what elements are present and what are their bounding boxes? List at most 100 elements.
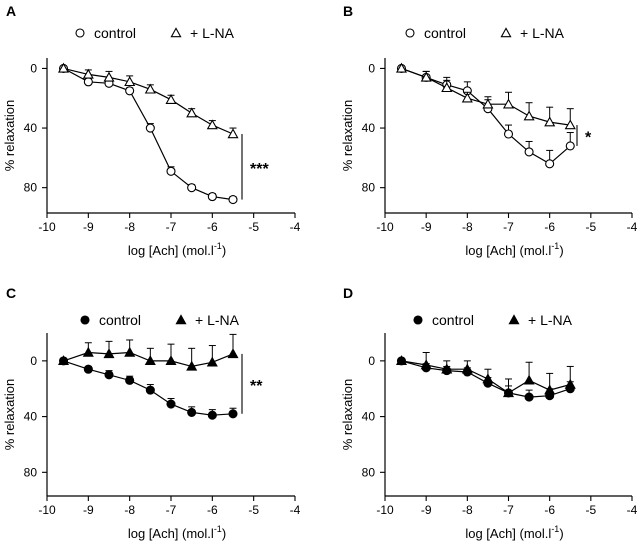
panel-c-data-point [187,407,197,417]
panel-d-data-point [461,363,473,374]
panel-c-data-point [125,375,135,385]
panel-b-data-point [524,147,534,157]
panel-c-legend-triangle-marker [175,314,187,325]
panel-a-x-tick-label: -5 [248,220,259,234]
panel-d-x-tick-label: -10 [376,503,394,517]
panel-a-data-point [206,119,218,130]
panel-c-x-axis-label: log [Ach] (mol.l-1) [128,524,226,541]
panel-a-significance-label: *** [250,161,269,178]
panel-c-data-point [57,355,70,366]
panel-a-x-axis-label-main: log [Ach] (mol.l [128,243,214,258]
panel-b-data-point [482,98,494,109]
panel-a-y-tick-label: 80 [24,181,38,195]
panel-d-legend-label-lna: + L-NA [528,312,573,328]
panel-c-y-tick-label: 0 [30,354,37,368]
panel-b-x-tick-label: -6 [544,220,555,234]
panel-c-x-tick-label: -9 [83,503,94,517]
panel-d-x-axis-label-close: ) [559,526,563,541]
panel-b-legend: control + L-NA [405,25,565,41]
panel-c-data-point [145,385,155,395]
panel-a-data-point [103,71,115,82]
panel-b-y-tick-label: 80 [362,181,376,195]
panel-c-x-axis-label-close: ) [222,526,226,541]
panel-c-data-point [166,399,176,409]
panel-d-y-tick-label: 40 [362,410,376,424]
panel-a-x-tick-label: -10 [38,220,56,234]
panel-b-legend-circle-marker [405,28,415,38]
panel-d-x-axis-label: log [Ach] (mol.l-1) [465,524,563,541]
panel-a-data-point [82,68,94,79]
panel-a-data-point [124,76,136,87]
panel-a-data-point [228,195,238,205]
panel-c-legend-circle-marker [80,315,90,325]
panel-c-series-control [58,356,238,420]
panel-b-data-point [461,92,473,103]
panel-a-data-point [207,192,217,202]
panel-b-x-axis-label-close: ) [559,243,563,258]
panel-d-x-axis-label-main: log [Ach] (mol.l [465,526,551,541]
panel-b-series-line [401,67,571,165]
panel-a-legend-triangle-marker [170,27,182,38]
panel-c-data-point [207,410,217,420]
panel-d-y-tick-label: 0 [368,354,375,368]
panel-d-y-tick-label: 80 [362,465,376,479]
panel-b-legend-label-control: control [424,25,466,41]
panel-b-data-point [545,159,555,169]
panel-b-data-point [441,82,453,93]
panel-c-data-point [104,370,114,380]
panel-d-legend-triangle-marker [508,314,520,325]
panel-d-data-point [441,363,453,374]
panel-b-data-point [420,71,432,82]
panel-d-data-point [395,355,408,366]
panel-a-data-point [187,183,197,193]
panel-b-legend-label-lna: + L-NA [520,25,565,41]
panel-a-data-point [166,166,176,176]
panel-b-data-point [503,129,514,139]
panel-d-x-tick-label: -5 [585,503,596,517]
panel-c-data-point [186,360,198,371]
panel-c-data-point [103,348,115,359]
panel-d-series-lna [395,352,576,398]
panel-c-y-tick-label: 80 [24,465,38,479]
panel-d-data-point [544,384,556,395]
panel-a-x-tick-label: -8 [124,220,135,234]
panel-b-x-axis-label-sup: -1 [551,241,559,251]
panel-d-letter: D [343,285,353,301]
panel-b: B -10 -9 -8 -7 -6 -5 -4 0 40 80 log [Ach] (mol.l-1)… [340,3,638,258]
panel-a-data-point [125,86,135,96]
panel-a-data-point [227,128,239,139]
panel-b-legend-triangle-marker [500,27,512,38]
panel-d-x-tick-label: -8 [462,503,473,517]
panel-b-data-point [565,141,575,151]
panel-a-x-tick-label: -9 [83,220,94,234]
panel-b-y-tick-label: 0 [368,61,375,75]
panel-d-data-point [502,387,515,398]
panel-b-x-tick-label: -5 [585,220,596,234]
panel-c-data-point [144,355,156,366]
panel-b-x-axis-label: log [Ach] (mol.l-1) [465,241,563,258]
panel-b-data-point [395,62,408,73]
panel-c-x-axis-label-sup: -1 [214,524,222,534]
panel-c-x-tick-label: -10 [38,503,56,517]
panel-a-x-axis-label: log [Ach] (mol.l-1) [128,241,226,258]
panel-d-y-axis-label: % relaxation [340,379,355,451]
panel-b-x-tick-label: -9 [421,220,432,234]
panel-c-legend-label-lna: + L-NA [195,312,240,328]
panel-d-data-point [523,374,535,385]
panel-c-x-tick-label: -4 [290,503,301,517]
panel-a-x-tick-label: -6 [207,220,218,234]
panel-c-data-point [83,364,93,374]
panel-b-series-control [396,63,575,169]
panel-a-data-point [145,123,155,133]
panel-a-letter: A [6,3,16,19]
panel-c-y-axis-label: % relaxation [2,379,17,451]
panel-a-series-lna [57,62,239,139]
panel-b-x-tick-label: -7 [503,220,514,234]
panel-d-legend: control + L-NA [413,312,573,328]
panel-a-data-point [186,107,198,118]
panel-b-data-point [544,116,556,127]
panel-c-x-tick-label: -7 [166,503,177,517]
panel-d-x-axis-label-sup: -1 [551,524,559,534]
panel-d-x-tick-label: -4 [627,503,638,517]
panel-b-letter: B [343,3,353,19]
